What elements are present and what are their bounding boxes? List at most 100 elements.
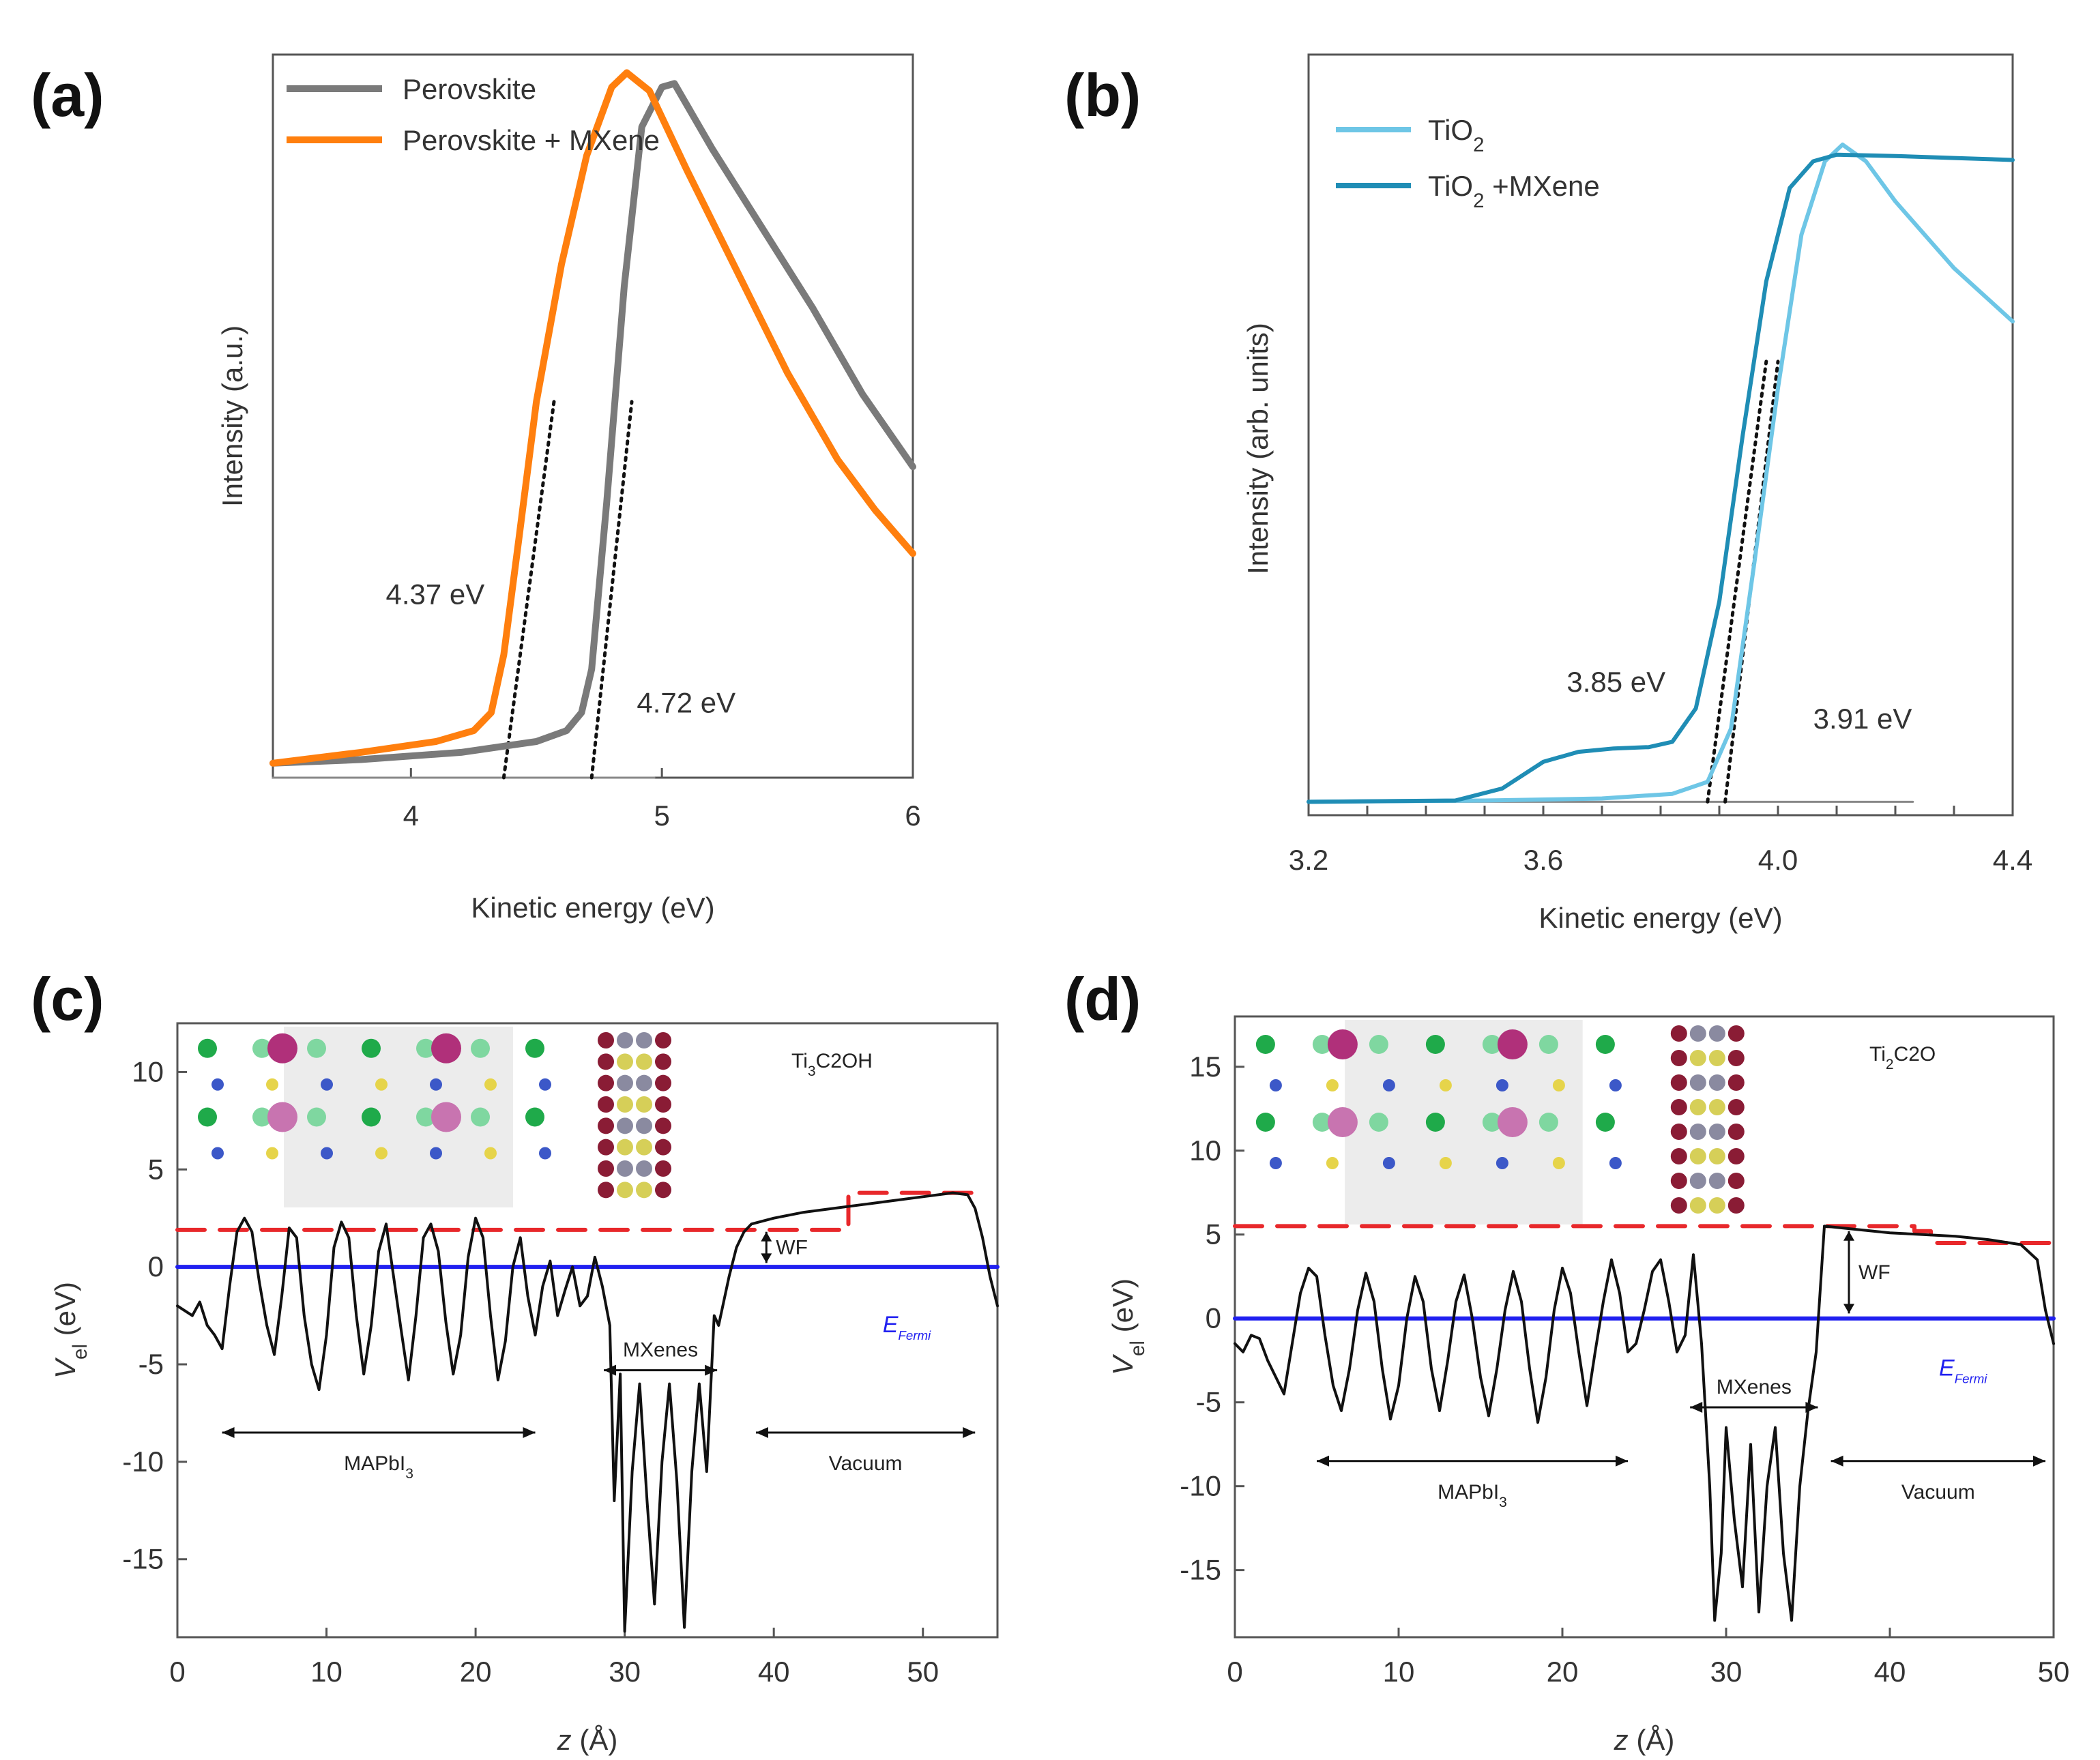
atom [1439,1157,1452,1169]
atom [416,1038,435,1058]
atom [1382,1079,1395,1091]
slab-atom [636,1160,652,1177]
y-tick-label: 5 [148,1153,164,1185]
slab-atom [1670,1197,1687,1214]
atom [1382,1157,1395,1169]
slab-atom [1727,1050,1745,1066]
atom [539,1147,551,1160]
series-line-orange [269,69,916,767]
atom [1327,1107,1358,1137]
y-tick-label: 0 [1206,1302,1221,1334]
atom [267,1102,297,1132]
potential-curve [176,1191,999,1633]
atom [307,1038,326,1058]
atom [1425,1113,1445,1132]
panel-letter-a: (a) [31,61,104,129]
region-arrow-head [705,1364,718,1376]
inset-formula-label: Ti2C2O [1869,1043,1936,1072]
atom [1482,1035,1502,1054]
slab-atom [1727,1025,1745,1042]
slab-atom [655,1139,671,1156]
atom [1609,1079,1622,1091]
chart-d: 0 10 20 30 40 50151050-5-10-15Ti2C2OWFEFermiM… [1107,1015,2070,1756]
slab-atom [1689,1074,1706,1091]
wf-label: WF [1858,1261,1891,1284]
wf-arrow-head [1843,1304,1854,1314]
region-arrow-head [1616,1455,1628,1467]
value-annotation: 4.72 eV [637,687,735,719]
x-tick-label: 10 [1383,1656,1415,1688]
atom [1538,1035,1558,1054]
slab-atom [1670,1074,1687,1091]
region-label: Vacuum [1901,1481,1975,1504]
atom [267,1033,297,1064]
atom [1439,1079,1452,1091]
y-tick-label: 15 [1189,1051,1221,1083]
y-axis-label: Vel (eV) [49,1282,91,1379]
legend-label: Perovskite [403,73,536,105]
wf-arrow-head [761,1253,772,1263]
slab-atom [636,1074,652,1091]
slab-atom [598,1160,614,1177]
slab-atom [655,1117,671,1134]
atom [1497,1029,1528,1059]
region-arrow-head [1317,1455,1329,1467]
value-annotation: 3.85 eV [1566,666,1665,698]
x-tick-label: 10 [310,1656,342,1688]
x-tick-label: 3.6 [1523,844,1563,876]
slab-atom [1689,1197,1706,1214]
atom [198,1107,217,1127]
atom [1482,1113,1502,1132]
slab-atom [1727,1173,1745,1189]
atom [252,1038,272,1058]
atom [321,1078,333,1091]
atom [362,1038,381,1058]
x-tick-label: 50 [2038,1656,2070,1688]
region-arrow-head [1831,1455,1843,1467]
atom [539,1078,551,1091]
series-line-gray [269,80,916,767]
slab-atom [617,1160,633,1177]
y-tick-label: -5 [1196,1386,1221,1418]
value-annotation: 3.91 eV [1813,703,1912,735]
y-tick-label: -10 [122,1446,164,1478]
atom [1312,1035,1332,1054]
y-tick-label: 10 [1189,1134,1221,1167]
x-tick-label: 30 [609,1656,641,1688]
region-arrow-head [523,1427,536,1438]
atom [1497,1107,1528,1137]
x-tick-label: 20 [460,1656,492,1688]
y-tick-label: 5 [1206,1218,1221,1250]
slab-atom [1708,1074,1725,1091]
inset-formula-label: Ti3C2OH [791,1050,873,1079]
x-tick-label: 40 [1874,1656,1906,1688]
slab-atom [636,1182,652,1199]
slab-atom [655,1160,671,1177]
atom [1496,1157,1508,1169]
region-arrow-head [604,1364,617,1376]
chart-a: 4 5 6 Perovskite Perovskite + MXene 4.37 eV 4.… [216,53,921,924]
slab-atom [1670,1050,1687,1066]
slab-atom [598,1117,614,1134]
x-tick-label: 6 [905,800,920,832]
slab-atom [617,1096,633,1113]
region-arrow-head [755,1427,768,1438]
slab-atom [636,1053,652,1070]
slab-atom [1727,1197,1745,1214]
atom [431,1033,461,1064]
y-axis-label: Intensity (arb. units) [1242,323,1274,574]
atom [375,1147,388,1160]
slab-atom [1708,1025,1725,1042]
slab-atom [1689,1099,1706,1115]
wf-label: WF [776,1237,808,1259]
region-label: MAPbI3 [344,1452,413,1482]
atom [362,1107,381,1127]
region-arrow-head [2033,1455,2045,1467]
atom [1255,1035,1275,1054]
structure-inset [1249,1020,1815,1224]
slab-atom [1689,1050,1706,1066]
atom [1326,1157,1339,1169]
x-tick-label: 4 [403,800,419,832]
region-arrow-head [1805,1402,1818,1413]
slab-atom [598,1096,614,1113]
